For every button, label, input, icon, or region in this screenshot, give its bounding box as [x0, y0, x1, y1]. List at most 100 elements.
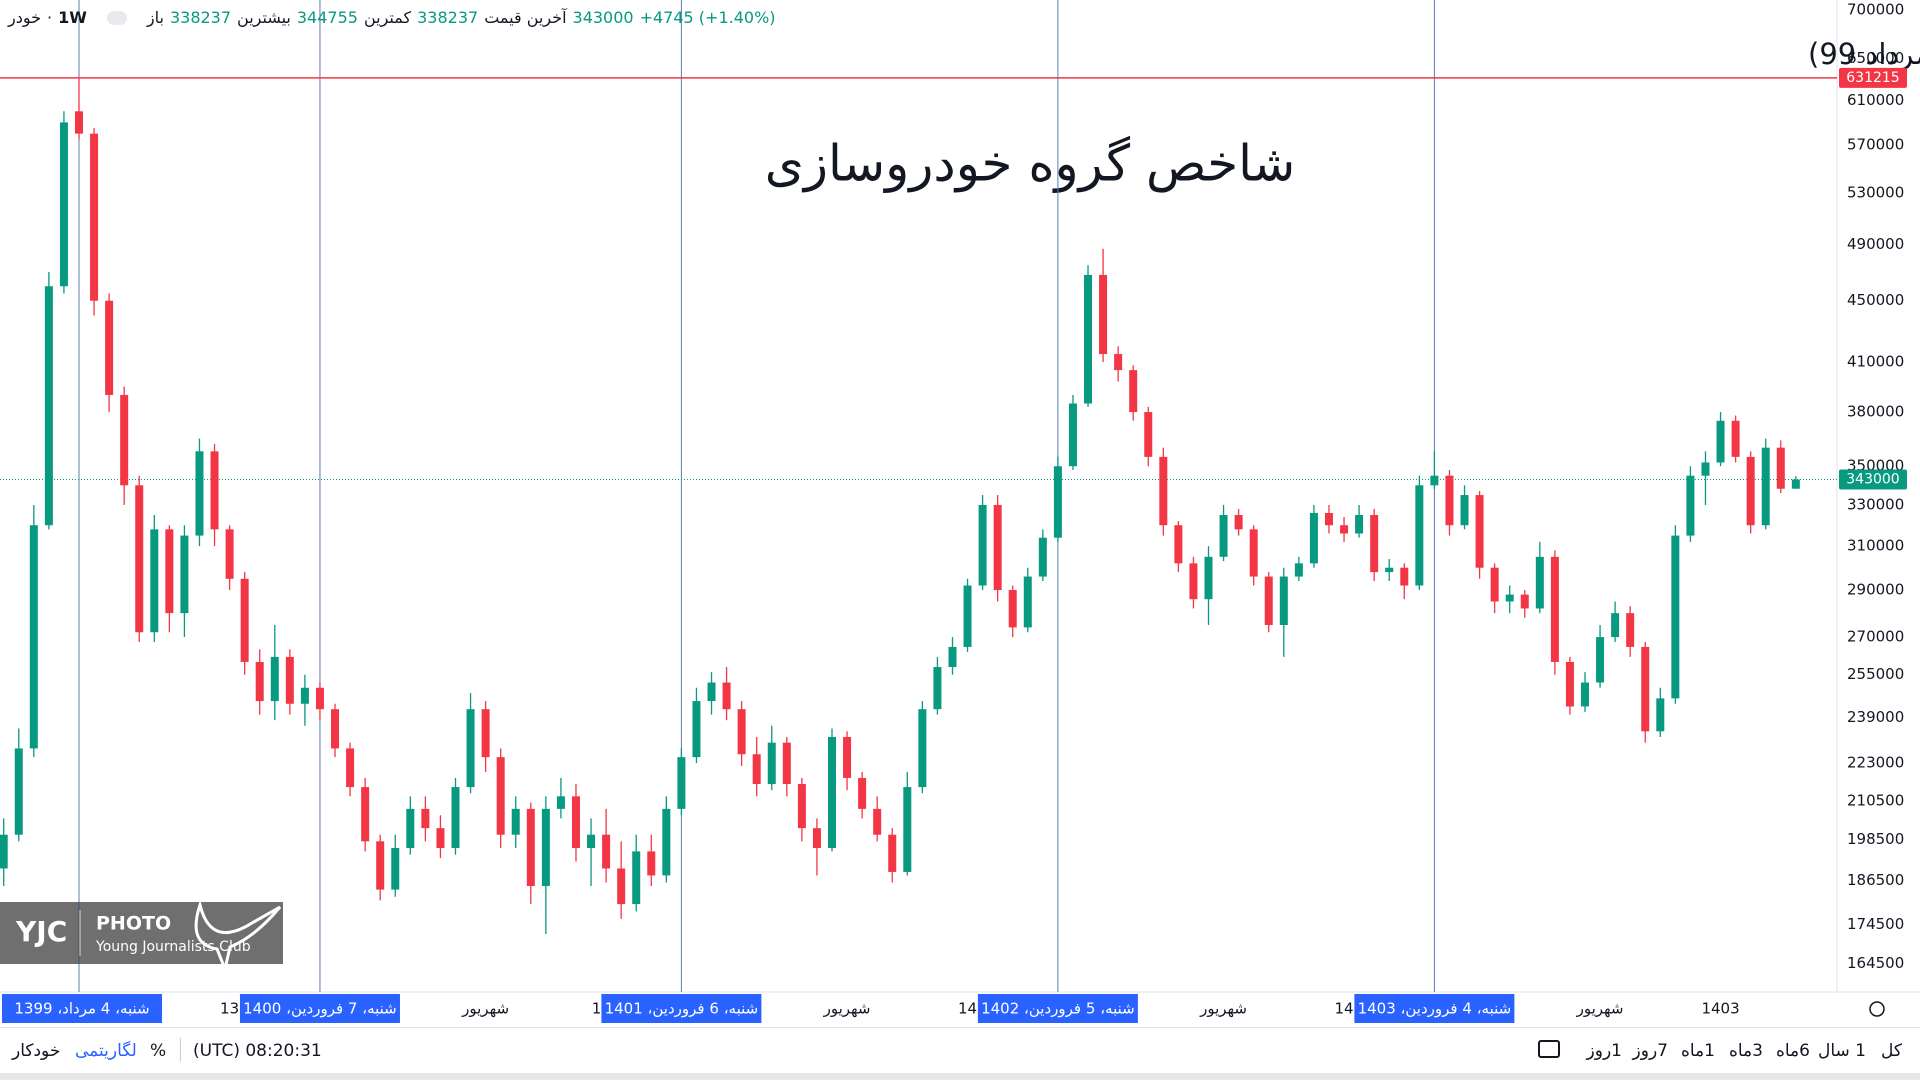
candle-body	[1129, 370, 1138, 413]
candle-body	[346, 748, 355, 788]
date-label-box	[601, 994, 762, 1023]
date-label: شنبه، 7 فروردین، 1400	[243, 1000, 397, 1018]
legend-value: 338237	[169, 8, 232, 27]
candle-body	[1234, 515, 1243, 530]
candle-body	[1023, 576, 1032, 628]
y-tick-label: 164500	[1847, 954, 1904, 972]
candle-body	[767, 742, 776, 785]
candle-body	[1159, 456, 1168, 526]
date-label-box	[977, 994, 1138, 1023]
candle-body	[858, 777, 867, 809]
candle-body	[496, 757, 505, 835]
candle-body	[1776, 447, 1785, 489]
price-label: 631215	[1846, 70, 1899, 86]
candle-body	[451, 787, 460, 849]
range-button[interactable]: 7روز	[1632, 1041, 1668, 1061]
price-label: 343000	[1846, 472, 1899, 488]
candle-body	[1249, 529, 1258, 577]
candle-body	[165, 529, 174, 614]
y-tick-label: 270000	[1847, 628, 1904, 646]
watermark: YJC PHOTO Young Journalists Club	[0, 899, 283, 975]
candle-body	[647, 851, 656, 876]
toolbar-item[interactable]: %	[150, 1041, 167, 1061]
candle-body	[1219, 515, 1228, 557]
candle-body	[617, 868, 626, 905]
candle-body	[180, 535, 189, 614]
candle-body	[1581, 682, 1589, 707]
candle-body	[1746, 456, 1755, 526]
legend-label: بیشترین	[237, 8, 291, 27]
legend-value: 338237	[417, 8, 479, 27]
candle-body	[105, 300, 114, 395]
candle-body	[120, 394, 129, 486]
x-tick-label: شهریور	[461, 1000, 509, 1018]
candle-body	[662, 808, 671, 876]
y-tick-label: 290000	[1847, 581, 1904, 599]
candle-body	[1520, 594, 1529, 609]
range-button[interactable]: 1 سال	[1817, 1041, 1866, 1061]
range-button[interactable]: کل	[1881, 1041, 1902, 1061]
date-label: شنبه، 4 مرداد، 1399	[14, 1000, 149, 1018]
price-label-box	[1839, 469, 1907, 490]
toolbar-item[interactable]: لگاریتمی	[75, 1041, 137, 1061]
candle-body	[1596, 637, 1605, 683]
candle-body	[1189, 563, 1198, 600]
candle-body	[843, 736, 852, 778]
watermark-line1: PHOTO	[96, 913, 171, 935]
candle-body	[1656, 698, 1665, 732]
candle-body	[963, 585, 972, 647]
candle-body	[1535, 556, 1544, 609]
candle-body	[361, 787, 370, 842]
legend-label: کمترین	[363, 8, 412, 27]
interval: 1W	[58, 8, 87, 27]
range-button[interactable]: 1روز	[1586, 1041, 1622, 1061]
candle-body	[1068, 403, 1077, 467]
x-tick-label: 13	[220, 1000, 239, 1018]
watermark-line2: Young Journalists Club	[95, 939, 251, 955]
candle-body	[1641, 646, 1650, 732]
toolbar-item[interactable]: (UTC) 08:20:31	[193, 1041, 322, 1061]
candle-body	[993, 504, 1002, 591]
date-label: شنبه، 4 فروردین، 1403	[1358, 1000, 1512, 1018]
x-tick-label: 14	[958, 1000, 977, 1018]
candle-body	[1761, 447, 1770, 526]
range-button[interactable]: 6ماه	[1775, 1041, 1810, 1061]
candle-body	[752, 754, 761, 785]
candle-body	[1385, 567, 1394, 573]
candle-body	[1731, 420, 1740, 457]
candle-body	[1430, 475, 1439, 486]
candle-body	[466, 709, 475, 788]
y-tick-label: 650000	[1847, 49, 1904, 67]
x-tick-label: 14	[1334, 1000, 1353, 1018]
candle-body	[1264, 576, 1273, 626]
candle-body	[29, 525, 38, 749]
candle-body	[602, 834, 611, 869]
candle-body	[571, 796, 580, 849]
y-tick-label: 174500	[1847, 915, 1904, 933]
candle-body	[1084, 274, 1093, 404]
y-tick-label: 255000	[1847, 665, 1904, 683]
candle-body	[722, 682, 731, 710]
x-tick-label: 1403	[1701, 1000, 1739, 1018]
calendar-icon[interactable]	[1538, 1040, 1560, 1058]
toolbar-divider	[180, 1038, 181, 1062]
y-tick-label: 223000	[1847, 754, 1904, 772]
candle-body	[587, 834, 596, 849]
candle-body	[737, 709, 746, 755]
candle-body	[240, 578, 249, 662]
candle-body	[150, 529, 159, 633]
candle-body	[812, 828, 821, 849]
candle-body	[903, 787, 912, 872]
candle-body	[481, 709, 490, 758]
legend-label: آخرین قیمت	[484, 8, 567, 27]
annotation: سقف تاریخی (مرداد 99)	[1808, 37, 1920, 71]
candle-body	[1611, 613, 1620, 638]
candle-body	[1686, 475, 1695, 536]
change: +4745 (+1.40%)	[639, 8, 776, 27]
range-button[interactable]: 3ماه	[1728, 1041, 1763, 1061]
toolbar-item[interactable]: خودکار	[12, 1041, 61, 1061]
x-tick-label: شهریور	[1199, 1000, 1247, 1018]
range-button[interactable]: 1ماه	[1680, 1041, 1715, 1061]
candle-body	[933, 667, 942, 710]
